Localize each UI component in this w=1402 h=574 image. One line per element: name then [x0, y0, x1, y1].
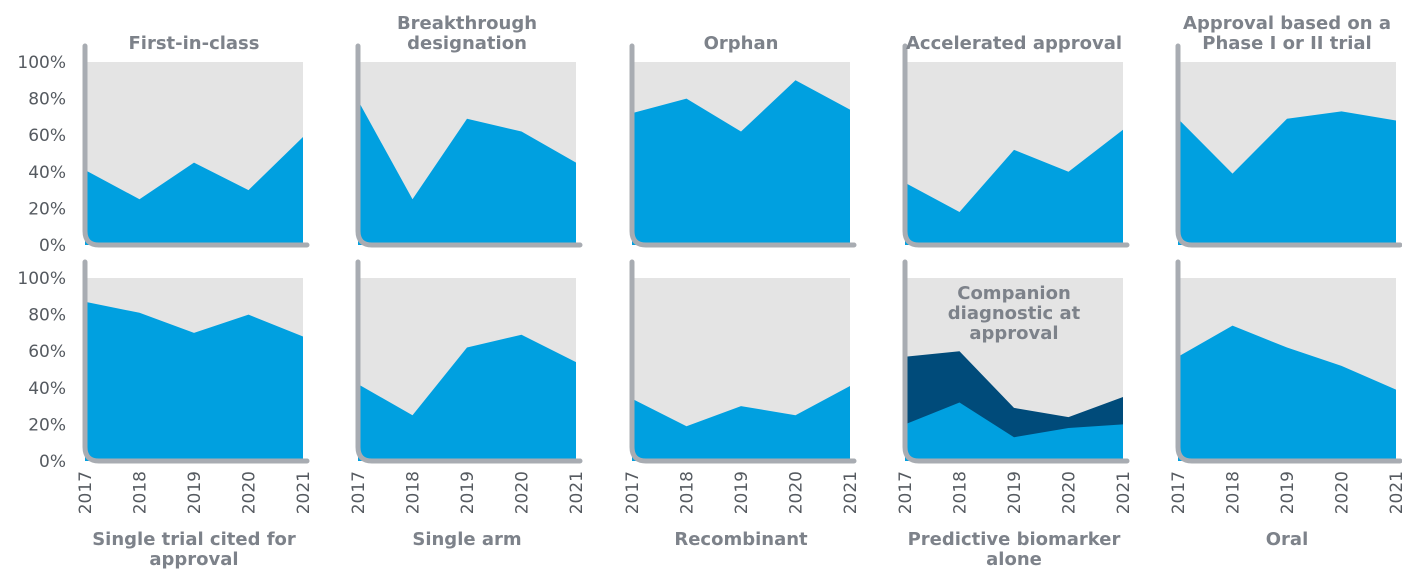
area — [632, 385, 850, 461]
panel-title: Single arm — [412, 529, 522, 550]
x-tick-label: 2019 — [732, 471, 752, 514]
x-tick-label: 2021 — [1114, 471, 1134, 514]
axis — [82, 259, 310, 464]
area — [358, 100, 576, 246]
y-tick-label: 40% — [28, 379, 66, 399]
axis — [629, 259, 857, 464]
x-tick-label: 2017 — [1169, 471, 1189, 514]
panel-title: Breakthrough designation — [396, 13, 538, 54]
series-label: Companion diagnostic at approval — [947, 283, 1081, 344]
area — [85, 301, 303, 461]
area — [905, 402, 1123, 461]
x-tick-label: 2017 — [896, 471, 916, 514]
y-tick-label: 20% — [28, 199, 66, 219]
x-tick-label: 2018 — [678, 471, 698, 514]
y-tick-label: 60% — [28, 342, 66, 362]
x-tick-label: 2017 — [349, 471, 369, 514]
area — [85, 137, 303, 245]
x-tick-label: 2020 — [240, 471, 260, 514]
x-tick-label: 2018 — [1224, 471, 1244, 514]
axis — [902, 259, 1130, 464]
area — [905, 129, 1123, 245]
y-tick-label: 100% — [17, 269, 66, 289]
area — [1178, 325, 1396, 461]
area — [632, 80, 850, 245]
y-tick-label: 80% — [28, 90, 66, 110]
axis — [1175, 43, 1402, 248]
x-tick-label: 2018 — [131, 471, 151, 514]
axis — [629, 43, 857, 248]
x-tick-label: 2019 — [1005, 471, 1025, 514]
axis — [1175, 259, 1402, 464]
x-tick-label: 2019 — [458, 471, 478, 514]
x-tick-label: 2020 — [787, 471, 807, 514]
x-tick-label: 2021 — [567, 471, 587, 514]
x-tick-label: 2018 — [404, 471, 424, 514]
axis — [355, 43, 583, 248]
series-label: Predictive biomarker alone — [907, 529, 1121, 570]
x-tick-label: 2019 — [185, 471, 205, 514]
x-tick-label: 2017 — [623, 471, 643, 514]
y-tick-label: 60% — [28, 126, 66, 146]
axis — [355, 259, 583, 464]
x-tick-label: 2021 — [841, 471, 861, 514]
y-tick-label: 20% — [28, 415, 66, 435]
panel-title: Orphan — [703, 33, 779, 54]
y-tick-label: 0% — [39, 236, 66, 256]
x-tick-label: 2019 — [1278, 471, 1298, 514]
y-tick-label: 0% — [39, 452, 66, 472]
panel-title: Oral — [1265, 529, 1309, 550]
panel-title: Approval based on a Phase I or II trial — [1183, 13, 1391, 54]
panel-title: Single trial cited for approval — [92, 529, 296, 570]
panel-title: First-in-class — [128, 33, 260, 54]
area — [358, 334, 576, 461]
area — [1178, 111, 1396, 245]
x-tick-label: 2021 — [294, 471, 314, 514]
panel-title: Recombinant — [674, 529, 808, 550]
y-tick-label: 80% — [28, 306, 66, 326]
x-tick-label: 2020 — [513, 471, 533, 514]
x-tick-label: 2020 — [1060, 471, 1080, 514]
panel-title: Accelerated approval — [905, 33, 1123, 54]
y-tick-label: 100% — [17, 53, 66, 73]
x-tick-label: 2021 — [1387, 471, 1402, 514]
x-tick-label: 2017 — [76, 471, 96, 514]
y-tick-label: 40% — [28, 163, 66, 183]
x-tick-label: 2020 — [1333, 471, 1353, 514]
axis — [82, 43, 310, 248]
x-tick-label: 2018 — [951, 471, 971, 514]
axis — [902, 43, 1130, 248]
